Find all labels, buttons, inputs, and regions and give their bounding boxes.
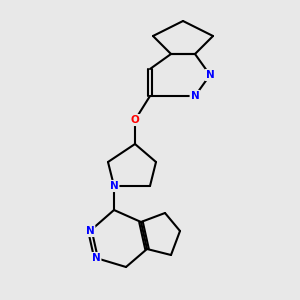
Text: N: N	[206, 70, 214, 80]
Text: N: N	[92, 253, 100, 263]
Text: N: N	[190, 91, 200, 101]
Text: O: O	[130, 115, 140, 125]
Text: N: N	[110, 181, 118, 191]
Text: N: N	[85, 226, 94, 236]
